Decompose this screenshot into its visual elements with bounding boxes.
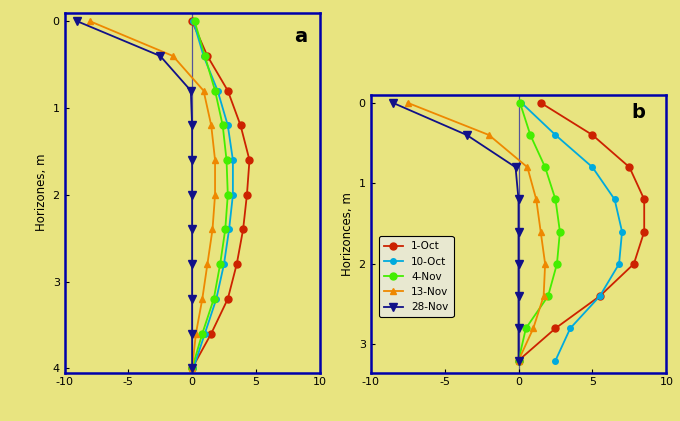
Legend: 1-Oct, 10-Oct, 4-Nov, 13-Nov, 28-Nov: 1-Oct, 10-Oct, 4-Nov, 13-Nov, 28-Nov: [379, 236, 454, 317]
Text: a: a: [294, 27, 307, 46]
Y-axis label: Horizones, m: Horizones, m: [35, 154, 48, 232]
Y-axis label: Horizonces, m: Horizonces, m: [341, 192, 354, 276]
Text: b: b: [631, 103, 645, 122]
